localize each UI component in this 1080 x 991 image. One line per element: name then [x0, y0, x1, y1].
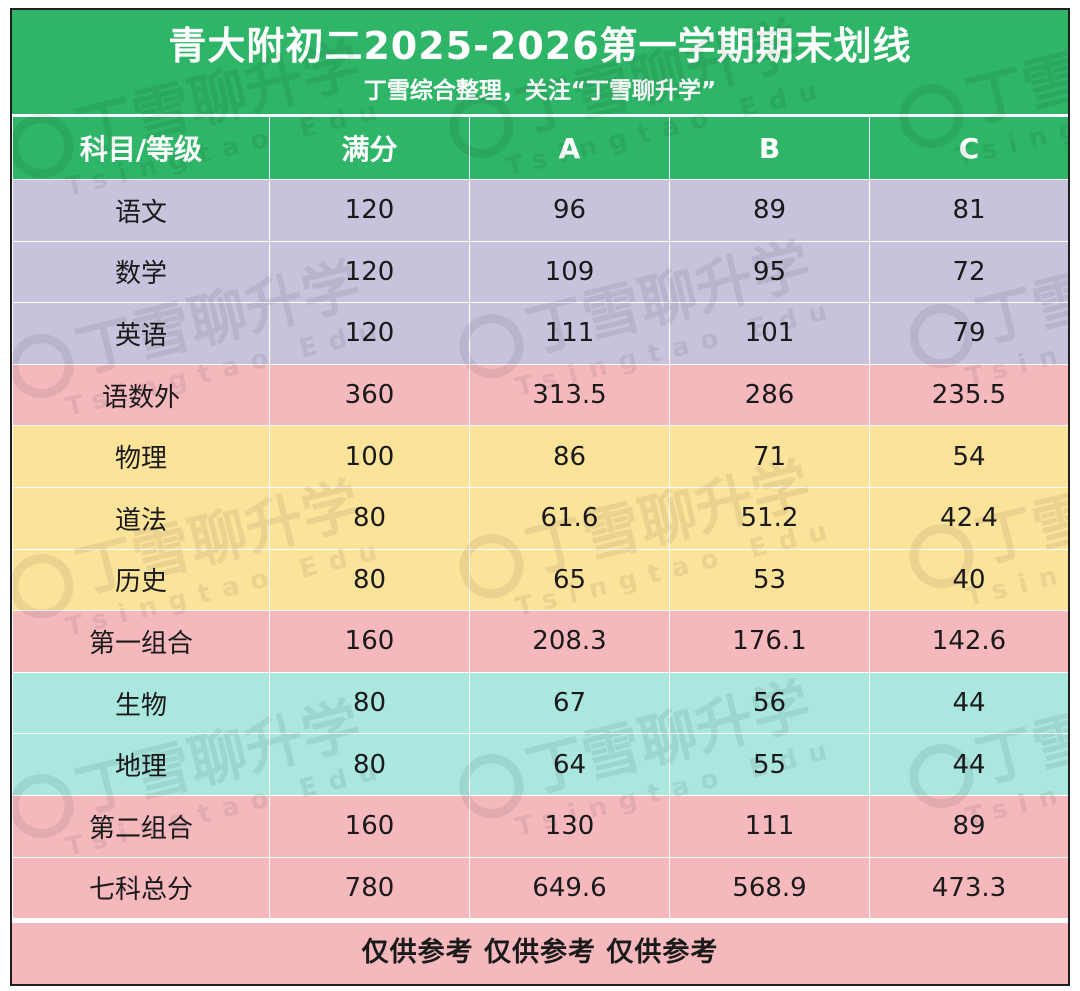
- grade-c-cell: 142.6: [869, 610, 1068, 673]
- grade-a-cell: 64: [469, 733, 670, 796]
- grade-b-cell: 568.9: [669, 856, 870, 920]
- grade-c-cell: 44: [869, 671, 1068, 735]
- page-subtitle: 丁雪综合整理，关注“丁雪聊升学”: [363, 78, 717, 104]
- table-row: 七科总分 780 649.6 568.9 473.3: [12, 856, 1068, 920]
- full-score-cell: 80: [269, 733, 470, 796]
- subject-cell: 生物: [12, 671, 270, 735]
- table-row: 道法 80 61.6 51.2 42.4: [12, 486, 1068, 550]
- table-row: 历史 80 65 53 40: [12, 548, 1068, 612]
- grade-b-cell: 111: [669, 794, 870, 858]
- table-row: 物理 100 86 71 54: [12, 425, 1068, 488]
- table-row: 地理 80 64 55 44: [12, 733, 1068, 796]
- grade-b-cell: 286: [669, 363, 870, 427]
- column-header-grade-b: B: [669, 116, 870, 180]
- full-score-cell: 160: [269, 794, 470, 858]
- subject-cell: 物理: [12, 425, 270, 488]
- grade-a-cell: 65: [469, 548, 670, 612]
- grade-c-cell: 89: [869, 794, 1068, 858]
- disclaimer-footer: 仅供参考 仅供参考 仅供参考: [12, 922, 1068, 984]
- grade-b-cell: 95: [669, 240, 870, 304]
- subject-cell: 第一组合: [12, 610, 270, 673]
- table-row: 英语 120 111 101 79: [12, 302, 1068, 365]
- subject-cell: 语数外: [12, 363, 270, 427]
- grade-c-cell: 54: [869, 425, 1068, 488]
- full-score-cell: 80: [269, 548, 470, 612]
- table-row: 语文 120 96 89 81: [12, 179, 1068, 242]
- grade-a-cell: 649.6: [469, 856, 670, 920]
- grade-c-cell: 42.4: [869, 486, 1068, 550]
- grade-a-cell: 61.6: [469, 486, 670, 550]
- grade-a-cell: 86: [469, 425, 670, 488]
- score-sheet: 青大附初二2025-2026第一学期期末划线 丁雪综合整理，关注“丁雪聊升学” …: [10, 8, 1070, 986]
- full-score-cell: 120: [269, 302, 470, 365]
- full-score-cell: 780: [269, 856, 470, 920]
- grade-a-cell: 96: [469, 179, 670, 242]
- subject-cell: 地理: [12, 733, 270, 796]
- table-row: 语数外 360 313.5 286 235.5: [12, 363, 1068, 427]
- subject-cell: 英语: [12, 302, 270, 365]
- grade-a-cell: 111: [469, 302, 670, 365]
- grade-a-cell: 313.5: [469, 363, 670, 427]
- full-score-cell: 360: [269, 363, 470, 427]
- page-title: 青大附初二2025-2026第一学期期末划线: [168, 24, 912, 68]
- grade-a-cell: 208.3: [469, 610, 670, 673]
- table-header-row: 科目/等级 满分 A B C: [12, 116, 1068, 180]
- subject-cell: 历史: [12, 548, 270, 612]
- grade-c-cell: 473.3: [869, 856, 1068, 920]
- column-header-subject: 科目/等级: [12, 116, 270, 180]
- subject-cell: 七科总分: [12, 856, 270, 920]
- grade-b-cell: 71: [669, 425, 870, 488]
- grade-b-cell: 101: [669, 302, 870, 365]
- full-score-cell: 120: [269, 240, 470, 304]
- full-score-cell: 160: [269, 610, 470, 673]
- grade-c-cell: 79: [869, 302, 1068, 365]
- grade-b-cell: 176.1: [669, 610, 870, 673]
- full-score-cell: 80: [269, 486, 470, 550]
- column-header-full-score: 满分: [269, 116, 470, 180]
- column-header-grade-c: C: [869, 116, 1068, 180]
- grade-a-cell: 109: [469, 240, 670, 304]
- grade-b-cell: 89: [669, 179, 870, 242]
- header-banner: 青大附初二2025-2026第一学期期末划线 丁雪综合整理，关注“丁雪聊升学”: [12, 10, 1068, 116]
- grade-table: 科目/等级 满分 A B C 语文 120 96 89 81 数学 120 109 95 72 英语…: [12, 116, 1068, 920]
- table-row: 第二组合 160 130 111 89: [12, 794, 1068, 858]
- subject-cell: 数学: [12, 240, 270, 304]
- subject-cell: 语文: [12, 179, 270, 242]
- table-row: 生物 80 67 56 44: [12, 671, 1068, 735]
- grade-b-cell: 56: [669, 671, 870, 735]
- grade-c-cell: 72: [869, 240, 1068, 304]
- grade-b-cell: 55: [669, 733, 870, 796]
- grade-a-cell: 67: [469, 671, 670, 735]
- grade-b-cell: 51.2: [669, 486, 870, 550]
- table-row: 第一组合 160 208.3 176.1 142.6: [12, 610, 1068, 673]
- table-body: 语文 120 96 89 81 数学 120 109 95 72 英语 120 111 101 79 语数外 3…: [12, 179, 1068, 920]
- column-header-grade-a: A: [469, 116, 670, 180]
- full-score-cell: 120: [269, 179, 470, 242]
- grade-c-cell: 81: [869, 179, 1068, 242]
- grade-c-cell: 44: [869, 733, 1068, 796]
- grade-b-cell: 53: [669, 548, 870, 612]
- grade-c-cell: 235.5: [869, 363, 1068, 427]
- subject-cell: 道法: [12, 486, 270, 550]
- table-row: 数学 120 109 95 72: [12, 240, 1068, 304]
- subject-cell: 第二组合: [12, 794, 270, 858]
- full-score-cell: 80: [269, 671, 470, 735]
- grade-c-cell: 40: [869, 548, 1068, 612]
- grade-a-cell: 130: [469, 794, 670, 858]
- full-score-cell: 100: [269, 425, 470, 488]
